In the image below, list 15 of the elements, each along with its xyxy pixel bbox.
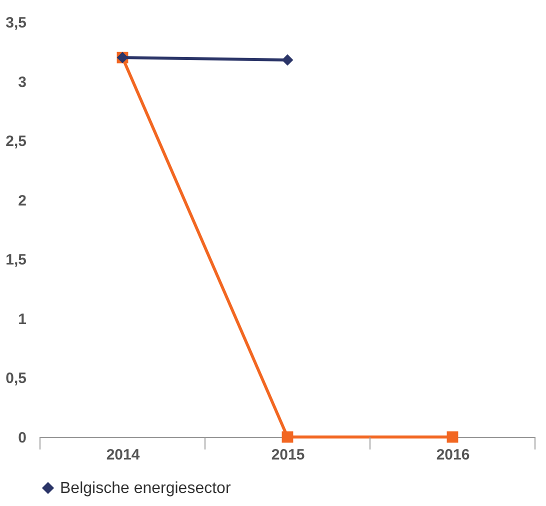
x-tick-label: 2015 [271, 446, 305, 464]
x-tick-label: 2016 [436, 446, 470, 464]
point [446, 431, 458, 443]
y-tick-label: 2,5 [6, 133, 26, 150]
point [282, 54, 294, 66]
y-tick-label: 3 [18, 74, 26, 91]
y-tick-label: 0,5 [6, 370, 26, 388]
y-tick-label: 1 [18, 310, 26, 328]
y-tick-label: 3,5 [6, 14, 26, 32]
x-tick-label: 2014 [106, 446, 140, 464]
point [282, 431, 294, 443]
legend-label: Belgische energiesector [60, 480, 232, 497]
y-tick-label: 2 [18, 192, 26, 210]
y-tick-label: 0 [18, 430, 26, 446]
y-tick-label: 1,5 [6, 252, 26, 269]
